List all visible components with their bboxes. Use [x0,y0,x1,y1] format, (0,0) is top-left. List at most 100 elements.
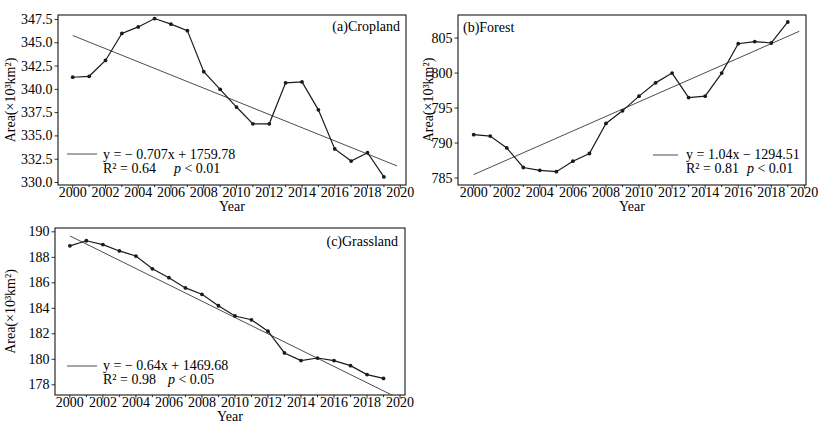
x-tick-label: 2002 [91,185,119,200]
y-tick-label: 184 [29,301,50,316]
legend-stats: R² = 0.64p < 0.01 [103,161,220,176]
x-tick-label: 2016 [321,185,349,200]
y-axis-ticks: 178180182184186188190 [29,224,56,392]
legend-stats: R² = 0.98p < 0.05 [103,372,214,387]
data-point-marker [151,267,155,271]
data-point-marker [235,105,239,109]
x-tick-label: 2010 [625,185,653,200]
x-tick-label: 2008 [188,395,216,410]
y-tick-label: 182 [29,326,50,341]
y-axis-label: Area(×10³km²) [3,269,19,354]
data-point-marker [202,70,206,74]
data-point-marker [769,41,773,45]
legend-equation: y = 1.04x − 1294.51 [686,147,800,162]
legend-stats: R² = 0.81p < 0.01 [686,161,793,176]
x-tick-label: 2016 [724,185,752,200]
y-tick-label: 188 [29,250,50,265]
x-tick-label: 2012 [255,185,283,200]
data-point-marker [333,147,337,151]
data-point-marker [136,25,140,29]
data-point-marker [153,17,157,21]
y-tick-label: 342.5 [21,59,53,74]
data-point-marker [84,239,88,243]
x-tick-label: 2014 [691,185,719,200]
x-tick-label: 2006 [559,185,587,200]
data-point-marker [250,318,254,322]
legend: y = − 0.707x + 1759.78R² = 0.64p < 0.01 [67,147,235,176]
x-axis-label: Year [619,199,645,214]
chart-panel-grassland: 2000200220042006200820102012201420162018… [0,215,420,434]
x-tick-label: 2014 [287,395,315,410]
y-tick-label: 345.0 [21,35,53,50]
x-tick-label: 2012 [254,395,282,410]
y-tick-label: 332.5 [21,152,53,167]
data-point-marker [687,96,691,100]
data-point-marker [349,159,353,163]
data-point-marker [571,159,575,163]
y-tick-label: 335.0 [21,128,53,143]
x-tick-label: 2002 [493,185,521,200]
data-point-marker [654,81,658,85]
data-point-marker [505,146,509,150]
y-axis-label: Area(×10³km²) [421,57,437,142]
data-point-marker [588,152,592,156]
x-axis-ticks: 2000200220042006200820102012201420162018… [56,395,414,410]
data-point-marker [284,81,288,85]
data-point-marker [332,359,336,363]
data-point-marker [753,40,757,44]
x-tick-label: 2008 [592,185,620,200]
data-point-marker [366,151,370,155]
data-point-marker [365,373,369,377]
data-point-marker [117,249,121,253]
data-point-marker [87,74,91,78]
data-point-marker [349,364,353,368]
data-point-marker [104,59,108,63]
y-tick-label: 180 [29,352,50,367]
data-point-marker [637,94,641,98]
y-tick-label: 337.5 [21,105,53,120]
x-tick-label: 2000 [59,185,87,200]
legend: y = − 0.64x + 1469.68R² = 0.98p < 0.05 [67,358,228,387]
data-point-marker [299,359,303,363]
chart-panel-cropland: 2000200220042006200820102012201420162018… [0,0,420,218]
data-point-marker [283,351,287,355]
x-axis-ticks: 2000200220042006200820102012201420162018… [460,185,819,200]
chart-panel-forest: 2000200220042006200820102012201420162018… [420,0,831,218]
data-point-marker [233,314,237,318]
x-tick-label: 2004 [122,395,150,410]
data-point-marker [200,292,204,296]
data-point-marker [554,170,558,174]
data-point-marker [604,122,608,126]
data-point-marker [786,20,790,24]
land-area-trend-figure: 2000 2002 2004 2006 2008 2010 2012 2014 2016 2018… [0,0,831,434]
x-axis-ticks: 2000200220042006200820102012201420162018… [59,185,415,200]
chart-svg: 2000200220042006200820102012201420162018… [0,0,420,218]
y-tick-label: 347.5 [21,12,53,27]
data-point-marker [266,329,270,333]
data-point-marker [736,42,740,46]
data-point-marker [167,276,171,280]
x-tick-label: 2018 [757,185,785,200]
data-point-marker [300,80,304,84]
x-tick-label: 2008 [190,185,218,200]
legend: y = 1.04x − 1294.51R² = 0.81p < 0.01 [653,147,800,176]
data-point-marker [382,175,386,179]
data-point-marker [217,304,221,308]
data-point-marker [267,122,271,126]
y-tick-label: 785 [432,171,453,186]
x-axis-label: Year [219,199,245,214]
x-tick-label: 2004 [526,185,554,200]
x-tick-label: 2012 [658,185,686,200]
data-point-marker [720,71,724,75]
x-tick-label: 2014 [288,185,316,200]
panel-label: (c)Grassland [326,234,398,250]
x-tick-label: 2010 [223,185,251,200]
x-tick-label: 2018 [353,395,381,410]
x-tick-label: 2002 [89,395,117,410]
data-point-marker [101,243,105,247]
data-point-marker [316,108,320,112]
data-point-marker [538,168,542,172]
data-point-marker [316,356,320,360]
y-tick-label: 178 [29,377,50,392]
x-tick-label: 2020 [386,185,414,200]
